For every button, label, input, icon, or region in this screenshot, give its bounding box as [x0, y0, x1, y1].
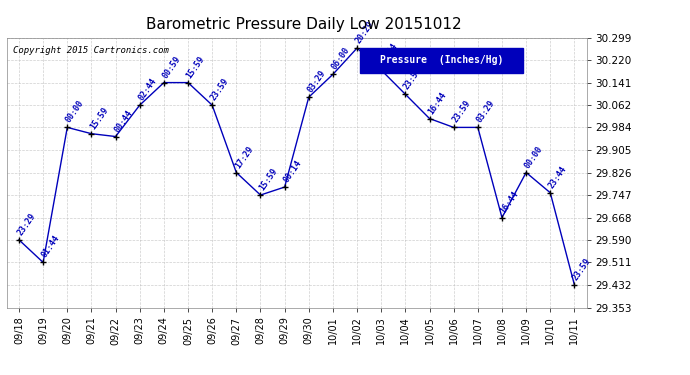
Text: 03:29: 03:29 — [306, 69, 327, 94]
Text: 23:59: 23:59 — [209, 77, 230, 102]
Text: 02:44: 02:44 — [137, 77, 158, 102]
Text: 23:59: 23:59 — [451, 99, 472, 124]
Text: 00:44: 00:44 — [112, 108, 134, 134]
Text: Pressure  (Inches/Hg): Pressure (Inches/Hg) — [380, 56, 503, 66]
Text: 23:59: 23:59 — [571, 256, 593, 282]
Text: 16:44: 16:44 — [426, 90, 448, 116]
FancyBboxPatch shape — [360, 48, 523, 73]
Text: 03:29: 03:29 — [475, 99, 496, 124]
Text: 15:59: 15:59 — [88, 105, 110, 131]
Text: 00:59: 00:59 — [161, 54, 182, 80]
Text: 23:44: 23:44 — [547, 164, 569, 190]
Text: 20:29: 20:29 — [354, 20, 375, 45]
Text: 16:44: 16:44 — [499, 189, 520, 215]
Text: 15:59: 15:59 — [257, 166, 279, 192]
Text: 15:59: 15:59 — [185, 54, 206, 80]
Text: 01:44: 01:44 — [40, 234, 61, 260]
Text: 23:29: 23:29 — [16, 211, 37, 237]
Text: Copyright 2015 Cartronics.com: Copyright 2015 Cartronics.com — [12, 46, 168, 55]
Text: 00:00: 00:00 — [64, 99, 86, 124]
Text: 00:14: 00:14 — [282, 159, 303, 184]
Text: 23:59: 23:59 — [402, 66, 424, 92]
Text: Barometric Pressure Daily Low 20151012: Barometric Pressure Daily Low 20151012 — [146, 17, 462, 32]
Text: 00:00: 00:00 — [523, 144, 544, 170]
Text: 17:29: 17:29 — [233, 144, 255, 170]
Text: 23:44: 23:44 — [378, 42, 400, 67]
Text: 06:00: 06:00 — [330, 46, 351, 72]
